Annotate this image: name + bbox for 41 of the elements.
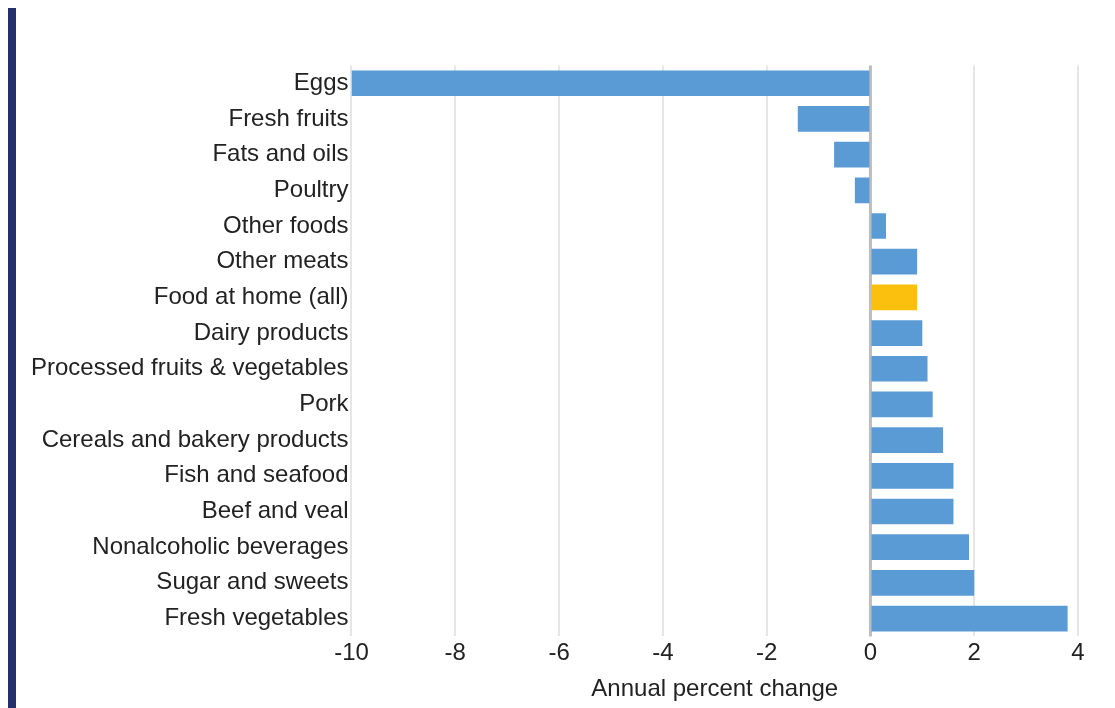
bar bbox=[871, 391, 933, 418]
bar bbox=[854, 177, 870, 204]
bar bbox=[834, 141, 870, 168]
bar bbox=[871, 284, 918, 311]
x-tick-label: -8 bbox=[444, 638, 466, 666]
y-tick-label: Beef and veal bbox=[201, 496, 349, 524]
y-tick-label: Fish and seafood bbox=[164, 460, 349, 488]
bar bbox=[871, 213, 886, 239]
bar bbox=[351, 70, 870, 97]
x-tick-label: -6 bbox=[548, 638, 570, 666]
y-tick-label: Dairy products bbox=[193, 317, 349, 345]
y-tick-label: Other foods bbox=[223, 210, 349, 238]
x-tick-label: -2 bbox=[755, 638, 778, 666]
y-tick-label: Other meats bbox=[216, 246, 349, 274]
bar bbox=[871, 427, 944, 453]
bar bbox=[871, 534, 970, 561]
x-tick-label: 2 bbox=[967, 638, 981, 666]
x-axis-title: Annual percent change bbox=[591, 674, 839, 702]
y-tick-label: Sugar and sweets bbox=[156, 567, 349, 595]
y-tick-label: Fats and oils bbox=[212, 139, 349, 167]
y-tick-label: Food at home (all) bbox=[153, 281, 349, 309]
y-tick-label: Pork bbox=[299, 389, 350, 417]
bar bbox=[797, 106, 870, 132]
bar bbox=[871, 355, 928, 382]
bar bbox=[871, 320, 923, 346]
x-tick-label: -4 bbox=[652, 638, 674, 666]
bar bbox=[871, 248, 918, 275]
bar bbox=[871, 570, 975, 596]
y-tick-label: Processed fruits & vegetables bbox=[31, 353, 349, 381]
x-tick-label: -10 bbox=[334, 638, 369, 666]
y-tick-label: Fresh fruits bbox=[228, 103, 349, 131]
y-tick-label: Eggs bbox=[293, 67, 349, 95]
x-tick-label: 0 bbox=[863, 638, 878, 666]
y-tick-label: Fresh vegetables bbox=[164, 603, 349, 631]
y-tick-label: Cereals and bakery products bbox=[41, 424, 349, 452]
y-tick-label: Poultry bbox=[273, 174, 349, 202]
bar bbox=[871, 462, 954, 489]
y-tick-label: Nonalcoholic beverages bbox=[92, 531, 349, 559]
bar bbox=[871, 498, 954, 525]
x-tick-label: 4 bbox=[1071, 638, 1085, 666]
bar bbox=[871, 605, 1068, 632]
